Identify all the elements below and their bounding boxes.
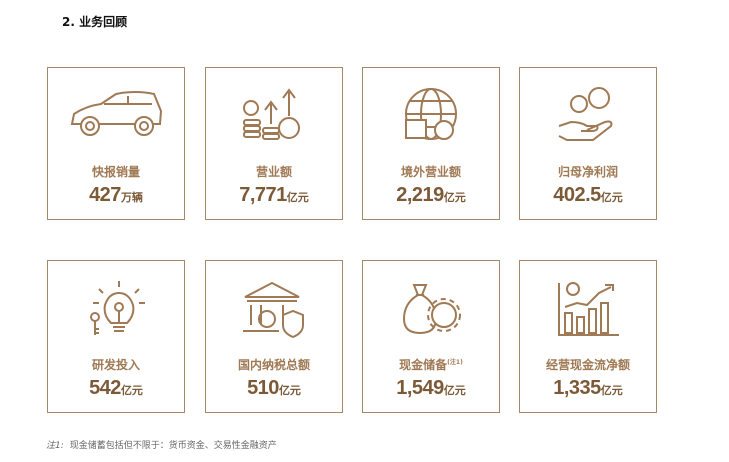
card-label: 研发投入 [91,358,140,372]
card-value: 510亿元 [247,377,301,399]
card-value: 427万辆 [89,184,143,206]
card-value: 2,219亿元 [396,184,466,206]
card-label: 归母净利润 [557,165,618,179]
card-value: 402.5亿元 [553,184,623,206]
card-overseas-revenue: 境外营业额 2,219亿元 [362,67,500,220]
card-label: 快报销量 [91,165,140,179]
card-operating-cash-flow: 经营现金流净额 1,335亿元 [519,260,657,413]
coins-growth-icon [206,86,342,146]
card-value: 1,549亿元 [396,377,466,399]
card-label: 境外营业额 [400,165,461,179]
footnote-marker: (注1) [447,359,463,366]
card-value: 7,771亿元 [239,184,309,206]
lightbulb-key-icon [48,279,184,339]
car-icon [48,86,184,146]
card-net-profit: 归母净利润 402.5亿元 [519,67,657,220]
globe-package-icon [363,86,499,146]
money-bag-gear-icon [363,279,499,339]
bank-shield-icon [206,279,342,339]
hand-coins-icon [520,86,656,146]
card-domestic-tax: 国内纳税总额 510亿元 [205,260,343,413]
card-label: 经营现金流净额 [545,358,630,372]
footnote: 注1: 现金储蓄包括但不限于：货币资金、交易性金融资产 [46,441,277,451]
card-sales: 快报销量 427万辆 [47,67,185,220]
card-label: 现金储备(注1) [399,358,463,372]
bar-chart-growth-icon [520,279,656,339]
section-heading: 2. 业务回顾 [62,15,128,29]
card-value: 542亿元 [89,377,143,399]
card-value: 1,335亿元 [553,377,623,399]
card-label: 国内纳税总额 [237,358,310,372]
card-label: 营业额 [255,165,292,179]
card-cash-reserve: 现金储备(注1) 1,549亿元 [362,260,500,413]
card-revenue: 营业额 7,771亿元 [205,67,343,220]
card-rd-investment: 研发投入 542亿元 [47,260,185,413]
